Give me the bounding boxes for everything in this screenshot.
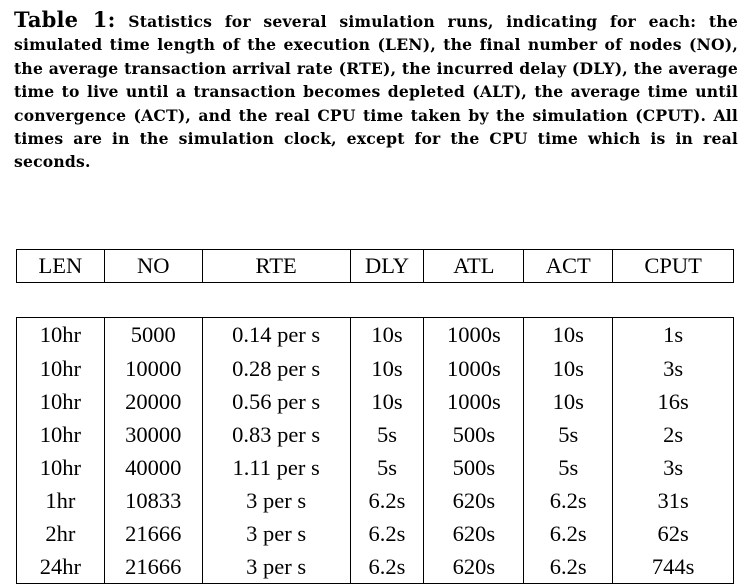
cell-rte: 0.14 per s xyxy=(201,317,351,352)
cell-no: 21666 xyxy=(103,550,203,584)
cell-cput: 3s xyxy=(612,352,734,385)
header-rte: RTE xyxy=(201,249,351,283)
cell-cput: 16s xyxy=(612,385,734,418)
cell-atl: 1000s xyxy=(423,385,525,418)
table-row: 1hr 10833 3 per s 6.2s 620s 6.2s 31s xyxy=(16,484,734,517)
cell-no: 40000 xyxy=(103,451,203,484)
caption-text: Statistics for several simulation runs, … xyxy=(14,12,738,172)
cell-act: 5s xyxy=(523,451,614,484)
cell-len: 2hr xyxy=(16,517,105,550)
statistics-table: LEN NO RTE DLY ATL ACT CPUT 10hr 5000 0.14… xyxy=(16,249,734,584)
cell-rte: 3 per s xyxy=(201,550,351,584)
cell-act: 6.2s xyxy=(523,484,614,517)
cell-cput: 62s xyxy=(612,517,734,550)
header-row: LEN NO RTE DLY ATL ACT CPUT xyxy=(16,249,734,283)
cell-cput: 2s xyxy=(612,418,734,451)
header-dly: DLY xyxy=(349,249,425,283)
cell-act: 10s xyxy=(523,352,614,385)
cell-rte: 3 per s xyxy=(201,517,351,550)
cell-cput: 31s xyxy=(612,484,734,517)
cell-no: 21666 xyxy=(103,517,203,550)
cell-dly: 10s xyxy=(349,385,425,418)
cell-act: 10s xyxy=(523,317,614,352)
cell-dly: 6.2s xyxy=(349,517,425,550)
cell-atl: 620s xyxy=(423,550,525,584)
cell-len: 10hr xyxy=(16,385,105,418)
cell-no: 10000 xyxy=(103,352,203,385)
header-no: NO xyxy=(103,249,203,283)
caption-label: Table 1: xyxy=(14,7,116,32)
cell-len: 1hr xyxy=(16,484,105,517)
cell-act: 6.2s xyxy=(523,517,614,550)
header-act: ACT xyxy=(523,249,614,283)
cell-rte: 1.11 per s xyxy=(201,451,351,484)
cell-dly: 5s xyxy=(349,418,425,451)
cell-dly: 6.2s xyxy=(349,484,425,517)
cell-no: 5000 xyxy=(103,317,203,352)
cell-dly: 6.2s xyxy=(349,550,425,584)
cell-atl: 620s xyxy=(423,517,525,550)
cell-rte: 0.56 per s xyxy=(201,385,351,418)
cell-rte: 0.83 per s xyxy=(201,418,351,451)
table-row: 10hr 40000 1.11 per s 5s 500s 5s 3s xyxy=(16,451,734,484)
cell-dly: 5s xyxy=(349,451,425,484)
table-row: 10hr 10000 0.28 per s 10s 1000s 10s 3s xyxy=(16,352,734,385)
cell-act: 6.2s xyxy=(523,550,614,584)
cell-len: 10hr xyxy=(16,352,105,385)
table-row: 10hr 30000 0.83 per s 5s 500s 5s 2s xyxy=(16,418,734,451)
cell-cput: 1s xyxy=(612,317,734,352)
table-caption: Table 1: Statistics for several simulati… xyxy=(14,8,738,174)
cell-len: 10hr xyxy=(16,317,105,352)
cell-no: 30000 xyxy=(103,418,203,451)
cell-rte: 0.28 per s xyxy=(201,352,351,385)
cell-no: 10833 xyxy=(103,484,203,517)
cell-len: 10hr xyxy=(16,418,105,451)
header-len: LEN xyxy=(16,249,105,283)
header-cput: CPUT xyxy=(612,249,734,283)
header-gap-body xyxy=(16,282,734,318)
cell-act: 10s xyxy=(523,385,614,418)
cell-act: 5s xyxy=(523,418,614,451)
cell-dly: 10s xyxy=(349,352,425,385)
cell-rte: 3 per s xyxy=(201,484,351,517)
cell-cput: 744s xyxy=(612,550,734,584)
cell-len: 10hr xyxy=(16,451,105,484)
cell-dly: 10s xyxy=(349,317,425,352)
cell-cput: 3s xyxy=(612,451,734,484)
cell-no: 20000 xyxy=(103,385,203,418)
header-gap xyxy=(16,282,734,318)
table-row: 10hr 20000 0.56 per s 10s 1000s 10s 16s xyxy=(16,385,734,418)
table-row: 10hr 5000 0.14 per s 10s 1000s 10s 1s xyxy=(16,317,734,352)
cell-atl: 1000s xyxy=(423,317,525,352)
table-row: 24hr 21666 3 per s 6.2s 620s 6.2s 744s xyxy=(16,550,734,584)
header-atl: ATL xyxy=(423,249,525,283)
cell-len: 24hr xyxy=(16,550,105,584)
statistics-table-container: LEN NO RTE DLY ATL ACT CPUT 10hr 5000 0.14… xyxy=(16,249,734,584)
table-body: 10hr 5000 0.14 per s 10s 1000s 10s 1s 10hr 10000… xyxy=(16,317,734,584)
cell-atl: 500s xyxy=(423,451,525,484)
table-row: 2hr 21666 3 per s 6.2s 620s 6.2s 62s xyxy=(16,517,734,550)
cell-atl: 500s xyxy=(423,418,525,451)
cell-atl: 620s xyxy=(423,484,525,517)
cell-atl: 1000s xyxy=(423,352,525,385)
